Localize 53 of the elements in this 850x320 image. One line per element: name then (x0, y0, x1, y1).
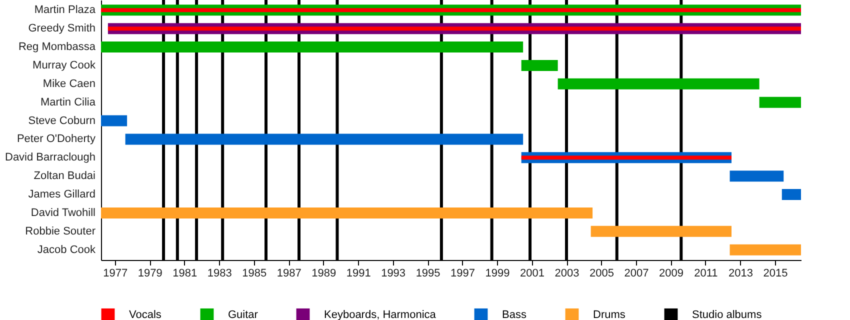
x-tick-label: 1993 (381, 268, 406, 280)
x-tick-label: 1999 (485, 268, 510, 280)
x-tick-label: 2005 (590, 268, 614, 280)
x-tick-label: 1997 (450, 268, 476, 280)
x-tick-label: 2015 (763, 268, 788, 280)
x-tick-label: 2009 (658, 268, 684, 280)
bar (730, 244, 801, 256)
bar (521, 156, 732, 160)
y-tick-label: Murray Cook (32, 59, 96, 72)
y-tick-label: Mike Caen (42, 78, 96, 90)
bar (558, 78, 760, 90)
y-tick-label: Zoltan Budai (34, 170, 96, 182)
x-tick-label: 2011 (694, 268, 718, 280)
bar (101, 42, 524, 53)
legend-label: Bass (502, 309, 527, 320)
y-tick-label: Peter O'Doherty (16, 133, 96, 146)
bar (101, 207, 593, 218)
legend-label: Vocals (129, 309, 162, 320)
y-tick-label: Jacob Cook (37, 244, 96, 256)
x-tick-label: 1977 (103, 268, 128, 280)
y-tick-label: Robbie Souter (25, 225, 96, 238)
x-tick-label: 2013 (728, 268, 753, 280)
bar (521, 60, 558, 71)
y-tick-label: Reg Mombassa (18, 41, 96, 54)
y-tick-label: Martin Plaza (34, 4, 96, 16)
x-tick-label: 1991 (346, 268, 371, 280)
bar (730, 170, 784, 182)
x-tick-label: 1983 (207, 268, 232, 280)
bar (590, 226, 732, 237)
x-tick-label: 2003 (554, 268, 580, 280)
y-tick-label: Greedy Smith (28, 22, 96, 35)
y-tick-label: Martin Cilia (40, 96, 96, 108)
y-tick-label: David Barraclough (5, 152, 96, 164)
y-tick-label: David Twohill (30, 206, 96, 219)
bar (125, 134, 524, 145)
x-tick-label: 1981 (172, 268, 198, 280)
x-tick-label: 1989 (312, 268, 336, 280)
bar (782, 189, 801, 200)
x-tick-label: 1985 (242, 268, 267, 280)
legend-label: Guitar (228, 309, 258, 320)
x-tick-label: 1987 (276, 268, 302, 280)
x-tick-label: 2007 (624, 268, 649, 280)
bar (759, 96, 801, 108)
x-tick-label: 2001 (520, 268, 545, 280)
bar (101, 115, 128, 126)
y-tick-label: Steve Coburn (28, 114, 96, 127)
x-tick-label: 1995 (416, 268, 440, 280)
bar (108, 26, 801, 31)
x-tick-label: 1979 (138, 268, 162, 280)
legend-label: Studio albums (692, 309, 762, 320)
bar (101, 8, 801, 12)
y-tick-label: James Gillard (28, 188, 96, 201)
legend-label: Drums (593, 309, 626, 320)
